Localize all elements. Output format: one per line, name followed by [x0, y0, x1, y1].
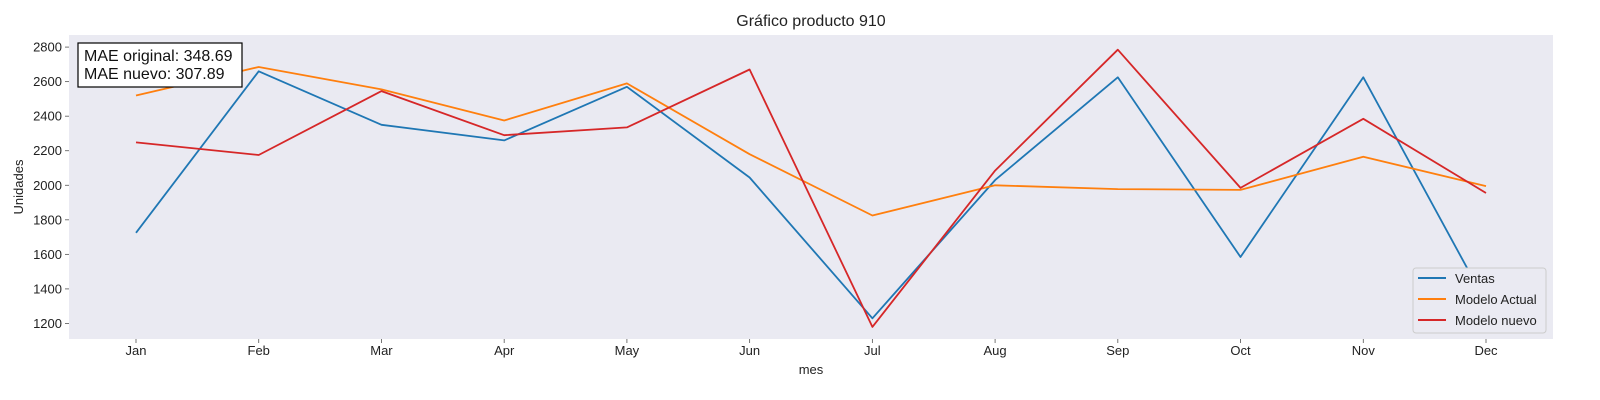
y-tick-label-1800: 1800 — [33, 212, 62, 227]
legend-box — [1412, 267, 1547, 334]
y-tick-label-1200: 1200 — [33, 316, 62, 331]
x-tick-label-jul: Jul — [864, 343, 881, 358]
x-tick-label-aug: Aug — [984, 343, 1007, 358]
legend-label-modelo-actual: Modelo Actual — [1455, 292, 1537, 307]
y-axis-ticks: 1200 1400 1600 1800 2000 2200 2400 2600 2800 — [33, 40, 69, 331]
x-tick-label-feb: Feb — [248, 343, 270, 358]
x-tick-label-nov: Nov — [1352, 343, 1376, 358]
chart-title: Gráfico producto 910 — [736, 13, 886, 30]
legend: Ventas Modelo Actual Modelo nuevo — [1412, 267, 1547, 334]
y-tick-label-1600: 1600 — [33, 247, 62, 262]
y-tick-label-2600: 2600 — [33, 74, 62, 89]
series-lines — [135, 48, 1487, 328]
x-tick-label-oct: Oct — [1230, 343, 1251, 358]
x-tick-label-dec: Dec — [1474, 343, 1498, 358]
legend-label-ventas: Ventas — [1455, 271, 1495, 286]
series-line-ventas — [135, 70, 1487, 320]
annotation-line-2: MAE nuevo: 307.89 — [84, 66, 225, 83]
y-tick-label-2400: 2400 — [33, 109, 62, 124]
x-axis-label: mes — [799, 362, 824, 377]
mae-annotation: MAE original: 348.69 MAE nuevo: 307.89 — [77, 42, 243, 88]
y-tick-label-2000: 2000 — [33, 178, 62, 193]
x-tick-label-apr: Apr — [494, 343, 515, 358]
x-axis-ticks: Jan Feb Mar Apr May Jun Jul Aug Sep Oct Nov Dec — [126, 339, 1498, 358]
x-tick-label-sep: Sep — [1106, 343, 1129, 358]
annotation-box — [77, 42, 243, 88]
legend-label-modelo-nuevo: Modelo nuevo — [1455, 313, 1537, 328]
y-tick-label-2800: 2800 — [33, 40, 62, 55]
series-line-modelo-actual — [135, 66, 1487, 217]
series-line-modelo-nuevo — [135, 48, 1487, 328]
annotation-line-1: MAE original: 348.69 — [84, 48, 233, 65]
y-tick-label-1400: 1400 — [33, 281, 62, 296]
plot-area — [69, 35, 1553, 339]
x-tick-label-jun: Jun — [739, 343, 760, 358]
y-tick-label-2200: 2200 — [33, 143, 62, 158]
x-tick-label-jan: Jan — [126, 343, 147, 358]
x-tick-label-mar: Mar — [370, 343, 393, 358]
y-axis-label: Unidades — [11, 159, 26, 214]
x-tick-label-may: May — [615, 343, 640, 358]
